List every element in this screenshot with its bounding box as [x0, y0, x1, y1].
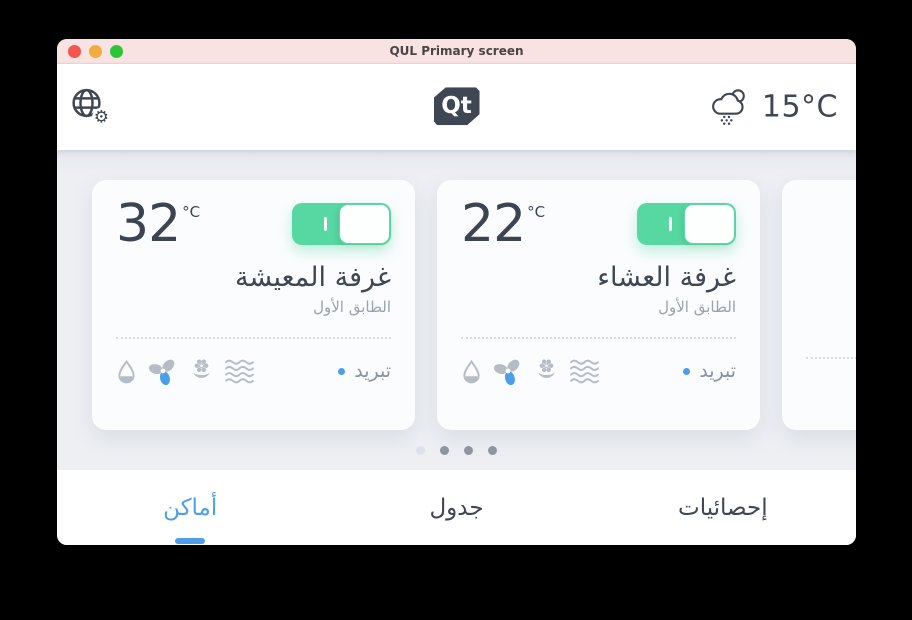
waves-icon[interactable] — [570, 359, 599, 384]
humidity-drop-icon[interactable] — [461, 359, 482, 384]
eco-icon[interactable] — [534, 358, 559, 385]
outdoor-temperature: 15°C — [761, 89, 838, 125]
toggle-knob[interactable] — [684, 204, 735, 244]
page-indicator — [57, 446, 856, 455]
fan-icon[interactable] — [493, 356, 523, 386]
active-tab-underline — [175, 538, 206, 544]
room-card[interactable]: 22 °C غرفة العشاء الطابق الأول — [437, 180, 760, 430]
weather-widget: 15°C — [708, 87, 838, 128]
window-controls — [68, 45, 123, 58]
close-window-button[interactable] — [68, 45, 81, 58]
divider — [806, 357, 856, 359]
room-floor: الطابق الأول — [658, 298, 736, 317]
eco-icon[interactable] — [189, 358, 214, 385]
toggle-knob[interactable] — [339, 204, 390, 244]
mode-label: تبريد — [699, 360, 736, 383]
toggle-on-indicator — [324, 217, 327, 231]
mode-status: تبريد — [338, 360, 391, 382]
power-toggle[interactable] — [637, 203, 736, 245]
power-toggle[interactable] — [292, 203, 391, 245]
room-card[interactable]: 32 °C غرفة المعيشة الطابق الأول — [92, 180, 415, 430]
mode-icons — [461, 356, 599, 386]
rooms-view: 32 °C غرفة المعيشة الطابق الأول — [57, 150, 856, 470]
mode-active-dot — [338, 367, 346, 375]
tab-schedule[interactable]: جدول — [429, 494, 484, 521]
app-window: QUL Primary screen ⚙ Qt — [57, 39, 856, 545]
titlebar: QUL Primary screen — [57, 39, 856, 64]
bottom-tab-bar: إحصائيات جدول أماكن — [57, 470, 856, 545]
page-dot[interactable] — [416, 446, 425, 455]
room-name: غرفة العشاء — [597, 262, 736, 294]
room-name: غرفة المعيشة — [234, 262, 391, 294]
zoom-window-button[interactable] — [110, 45, 123, 58]
page-dot[interactable] — [464, 446, 473, 455]
divider — [116, 337, 391, 340]
mode-label: تبريد — [354, 360, 391, 383]
divider — [461, 337, 736, 340]
globe-icon — [70, 86, 108, 119]
app-header: ⚙ Qt 15°C — [57, 64, 856, 150]
room-floor: الطابق الأول — [313, 298, 391, 317]
humidity-drop-icon[interactable] — [116, 359, 137, 384]
fan-icon[interactable] — [148, 356, 178, 386]
toggle-on-indicator — [669, 217, 672, 231]
mode-active-dot — [683, 367, 691, 375]
qt-logo: Qt — [433, 87, 480, 126]
room-card-partial[interactable] — [782, 180, 856, 430]
window-title: QUL Primary screen — [389, 44, 524, 58]
minimize-window-button[interactable] — [89, 45, 102, 58]
mode-status: تبريد — [683, 360, 736, 382]
room-temperature: 32 °C — [116, 194, 201, 254]
gear-icon: ⚙ — [93, 107, 109, 128]
snow-cloud-icon — [708, 87, 750, 128]
mode-icons — [116, 356, 254, 386]
tab-places[interactable]: أماكن — [57, 470, 323, 545]
tab-statistics[interactable]: إحصائيات — [678, 494, 768, 521]
page-dot[interactable] — [440, 446, 449, 455]
language-settings-button[interactable]: ⚙ — [70, 86, 109, 128]
page-dot[interactable] — [488, 446, 497, 455]
room-temperature: 22 °C — [461, 194, 546, 254]
waves-icon[interactable] — [225, 359, 254, 384]
